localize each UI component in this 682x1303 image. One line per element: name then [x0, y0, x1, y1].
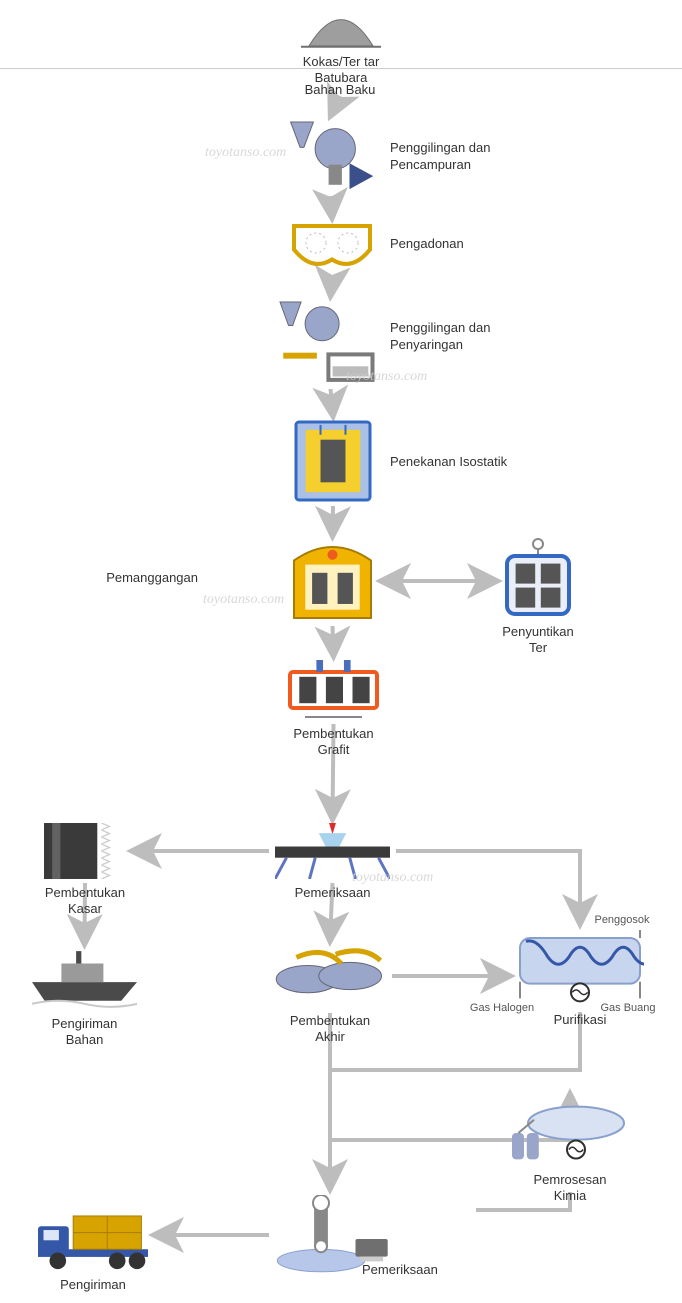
- grindscreen-icon: [278, 300, 383, 385]
- callout-scrubber: Penggosok: [594, 914, 649, 926]
- node-inspection1: Pemeriksaan: [275, 823, 390, 901]
- node-grind_screen: [278, 300, 383, 385]
- node-kneading: [292, 222, 372, 272]
- cvd-icon: [510, 1100, 630, 1166]
- autoclave-icon: [503, 538, 573, 618]
- label-inspection1: Pemeriksaan: [295, 885, 371, 901]
- cylinder-icon: [44, 823, 126, 879]
- kneader-icon: [292, 222, 372, 272]
- label-shipping: Pengiriman: [60, 1277, 126, 1293]
- inspect-icon: [275, 823, 390, 879]
- label-grind_mix: Penggilingan dan Pencampuran: [390, 140, 490, 174]
- label-chem_proc: Pemrosesan Kimia: [534, 1172, 607, 1205]
- label-baking: Pemanggangan: [88, 570, 198, 587]
- callout-halogen: Gas Halogen: [470, 1002, 534, 1014]
- furnace-icon: [290, 540, 375, 622]
- node-shipping: Pengiriman: [38, 1207, 148, 1293]
- truck-icon: [38, 1207, 148, 1271]
- machining-icon: [274, 945, 386, 1007]
- label-purification: Purifikasi: [554, 1012, 607, 1028]
- node-grind_mix: [283, 120, 378, 192]
- label-graphitization: Pembentukan Grafit: [286, 726, 381, 759]
- node-tar_inject: Penyuntikan Ter: [503, 538, 573, 657]
- ship-icon: [32, 948, 137, 1010]
- label-iso_press: Penekanan Isostatik: [390, 454, 507, 471]
- node-baking: [290, 540, 375, 622]
- node-final_form: Pembentukan Akhir: [274, 945, 386, 1046]
- graphfurnace-icon: [286, 660, 381, 720]
- purifier-icon: [516, 930, 644, 1006]
- node-iso_press: [294, 420, 372, 502]
- label-bahan_baku: Bahan Baku: [305, 82, 376, 98]
- label-tar_inject: Penyuntikan Ter: [502, 624, 574, 657]
- label-ship_material: Pengiriman Bahan: [32, 1016, 137, 1049]
- node-rough_form: Pembentukan Kasar: [44, 823, 126, 918]
- node-ship_material: Pengiriman Bahan: [32, 948, 137, 1049]
- node-bahan_baku: Bahan Baku: [270, 76, 410, 98]
- label-final_form: Pembentukan Akhir: [274, 1013, 386, 1046]
- label-grind_screen: Penggilingan dan Penyaringan: [390, 320, 490, 354]
- press-icon: [294, 420, 372, 502]
- grindmix-icon: [283, 120, 378, 192]
- node-chem_proc: Pemrosesan Kimia: [510, 1100, 630, 1205]
- label-inspection2: Pemeriksaan: [362, 1262, 438, 1279]
- label-kneading: Pengadonan: [390, 236, 464, 253]
- callout-exhaust: Gas Buang: [600, 1002, 655, 1014]
- pile-icon: [301, 6, 381, 48]
- node-graphitization: Pembentukan Grafit: [286, 660, 381, 759]
- node-raw_pile: Kokas/Ter tar Batubara: [301, 6, 381, 87]
- label-rough_form: Pembentukan Kasar: [44, 885, 126, 918]
